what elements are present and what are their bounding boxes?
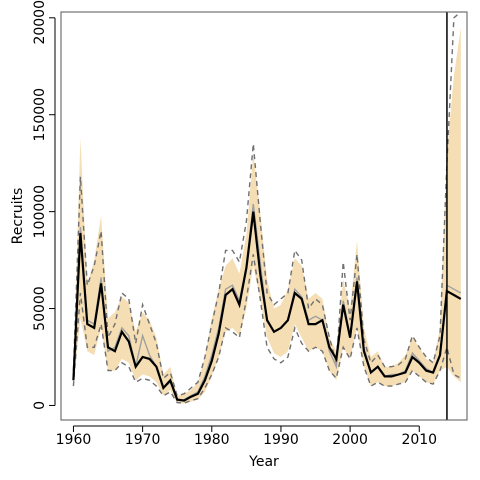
series-lines bbox=[72, 11, 462, 404]
y-tick-label: 50000 bbox=[32, 286, 48, 331]
y-axis: 0 50000 100000 150000 200000 bbox=[32, 0, 56, 410]
x-axis: 1960 1970 1980 1990 2000 2010 bbox=[56, 425, 437, 448]
x-tick-label: 1980 bbox=[194, 432, 230, 448]
series-line-dashed-lower bbox=[72, 254, 462, 404]
x-tick-label: 2000 bbox=[332, 432, 368, 448]
series-line-median bbox=[72, 211, 462, 402]
series-line-dashed-upper bbox=[72, 11, 462, 397]
plot-frame bbox=[60, 11, 468, 421]
x-tick-label: 1960 bbox=[56, 432, 92, 448]
x-tick-label: 1990 bbox=[263, 432, 299, 448]
x-tick-label: 2010 bbox=[401, 432, 437, 448]
y-tick-label: 100000 bbox=[32, 185, 48, 238]
y-tick-label: 200000 bbox=[32, 0, 48, 45]
y-tick-label: 150000 bbox=[32, 88, 48, 141]
x-axis-title: Year bbox=[248, 454, 279, 470]
y-tick-label: 0 bbox=[32, 401, 48, 410]
x-tick-label: 1970 bbox=[125, 432, 161, 448]
y-axis-title: Recruits bbox=[10, 188, 26, 245]
